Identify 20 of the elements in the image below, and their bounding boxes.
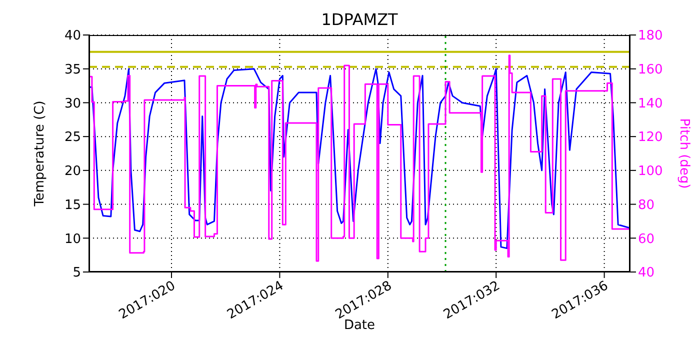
y2-tick-label: 160 [638,62,663,78]
y-tick-label: 5 [72,266,81,281]
y2-tick-label: 40 [638,266,655,281]
y2-tick-label: 80 [638,198,655,213]
x-axis-title: Date [344,318,376,333]
y-tick-label: 20 [64,164,81,180]
chart-title: 1DPAMZT [320,10,399,29]
y-tick-label: 25 [64,130,81,146]
y-tick-label: 30 [64,96,81,112]
y2-tick-label: 60 [638,232,655,247]
y2-tick-label: 140 [638,96,663,112]
y-tick-label: 15 [64,198,81,213]
y2-tick-label: 100 [638,164,663,180]
y-tick-label: 40 [64,28,81,44]
y-tick-label: 10 [64,232,81,247]
y-tick-label: 35 [64,62,81,78]
y2-tick-label: 180 [638,28,663,44]
y-axis-title: Temperature (C) [32,100,48,208]
y2-tick-label: 120 [638,130,663,146]
y2-axis-title: Pitch (deg) [676,118,692,189]
